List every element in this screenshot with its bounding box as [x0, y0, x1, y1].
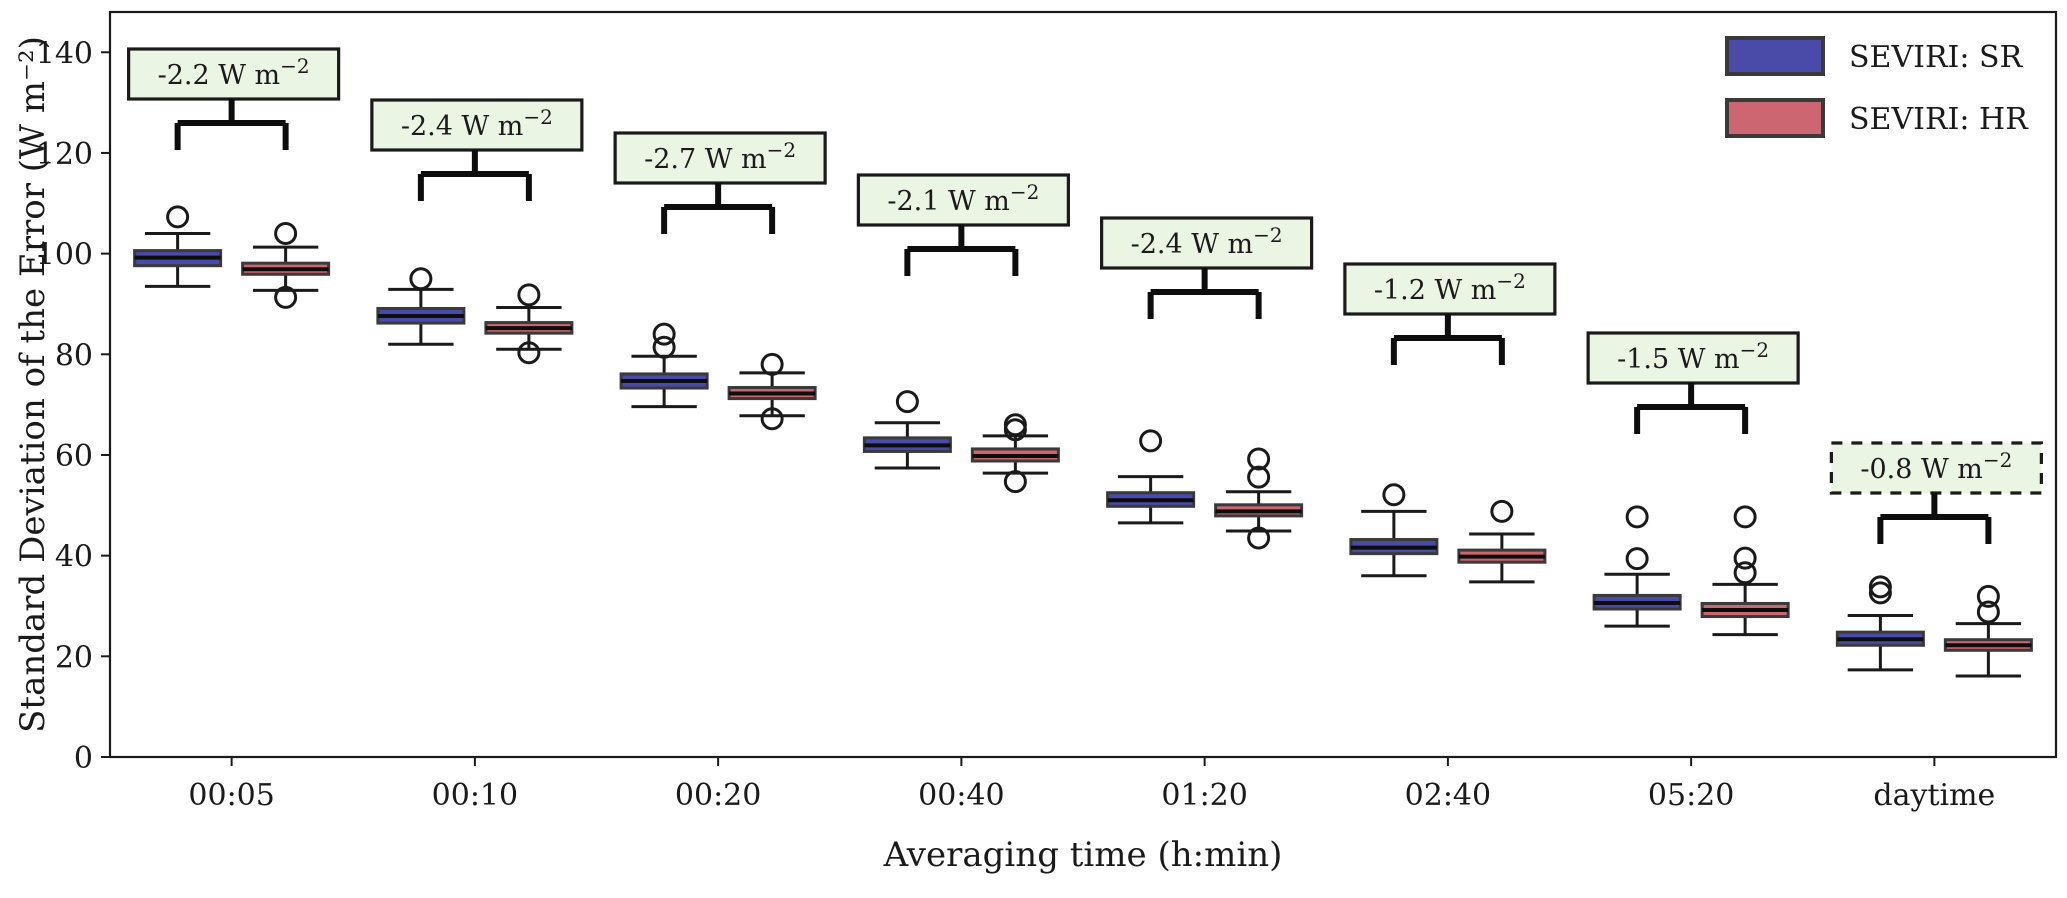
box-SEVIRIHR-02:40: [1457, 499, 1547, 584]
annotation-box: [613, 131, 827, 185]
x-tick-label: 05:20: [1648, 778, 1734, 813]
box-SEVIRIHR-05:20: [1700, 505, 1790, 637]
outlier-marker: [1625, 505, 1649, 529]
annotation-label: -2.2 W m−2: [158, 54, 310, 91]
y-tick-label: 0: [74, 741, 93, 776]
x-tick-label: 02:40: [1405, 778, 1491, 813]
x-tick-label: 00:05: [188, 778, 274, 813]
outlier-marker: [1625, 547, 1649, 571]
box-SEVIRISR-00:05: [133, 205, 223, 288]
y-tick-label: 60: [55, 439, 93, 474]
y-tick-label: 40: [55, 540, 93, 575]
outlier-marker: [274, 221, 298, 245]
y-tick-label: 20: [55, 640, 93, 675]
annotation-label: -2.4 W m−2: [401, 105, 553, 142]
annotation-box: [1100, 216, 1314, 270]
outlier-marker: [1247, 447, 1271, 471]
outlier-marker: [652, 335, 676, 359]
outlier-marker: [1733, 546, 1757, 570]
outlier-marker: [1247, 526, 1271, 550]
outlier-marker: [517, 341, 541, 365]
outlier-marker: [1976, 600, 2000, 624]
outlier-marker: [895, 390, 919, 414]
annotation-label: -1.5 W m−2: [1617, 338, 1769, 375]
box-SEVIRISR-05:20: [1592, 505, 1682, 628]
box-SEVIRIHR-01:20: [1214, 447, 1304, 550]
box-SEVIRIHR-00:10: [484, 283, 574, 365]
box-SEVIRISR-02:40: [1349, 483, 1439, 578]
box-SEVIRIHR-00:20: [727, 352, 817, 431]
outlier-marker: [1247, 465, 1271, 489]
annotation-label: -1.2 W m−2: [1374, 269, 1526, 306]
outlier-marker: [1490, 499, 1514, 523]
box-SEVIRISR-00:40: [862, 390, 952, 470]
box-SEVIRIHR-00:05: [241, 221, 331, 309]
annotation-box: [1343, 262, 1557, 316]
legend-label: SEVIRI: SR: [1849, 40, 2024, 75]
outlier-marker: [1382, 483, 1406, 507]
legend-swatch-hr: [1725, 98, 1825, 138]
box-SEVIRISR-00:10: [376, 267, 466, 346]
outlier-marker: [1139, 429, 1163, 453]
outlier-marker: [1976, 584, 2000, 608]
x-tick-label: 00:10: [432, 778, 518, 813]
y-tick-label: 120: [36, 137, 93, 172]
box-SEVIRISR-01:20: [1106, 429, 1196, 525]
annotation-box: [1586, 331, 1800, 385]
outlier-marker: [760, 407, 784, 431]
outlier-marker: [1003, 470, 1027, 494]
y-tick-label: 140: [36, 36, 93, 71]
legend-label: SEVIRI: HR: [1849, 102, 2029, 137]
box-SEVIRIHR-00:40: [970, 413, 1060, 494]
box-SEVIRIHR-daytime: [1943, 584, 2033, 678]
box-SEVIRISR-daytime: [1835, 575, 1925, 672]
outlier-marker: [166, 205, 190, 229]
outlier-marker: [1868, 575, 1892, 599]
annotation-label: -2.1 W m−2: [887, 180, 1039, 217]
outlier-marker: [517, 283, 541, 307]
y-tick-label: 100: [36, 238, 93, 273]
x-tick-label: 00:20: [675, 778, 761, 813]
x-axis-title: Averaging time (h:min): [883, 835, 1283, 875]
outlier-marker: [1868, 581, 1892, 605]
outlier-marker: [760, 352, 784, 376]
legend-swatch-sr: [1725, 36, 1825, 76]
annotation-box: [370, 98, 584, 152]
outlier-marker: [1733, 561, 1757, 585]
box-SEVIRISR-00:20: [619, 322, 709, 409]
x-tick-label: 00:40: [918, 778, 1004, 813]
outlier-marker: [652, 322, 676, 346]
annotation-label: -2.7 W m−2: [644, 138, 796, 175]
annotation-box: [1829, 441, 2043, 495]
outlier-marker: [274, 285, 298, 309]
y-tick-label: 80: [55, 338, 93, 373]
annotation-label: -2.4 W m−2: [1131, 223, 1283, 260]
annotation-label: -0.8 W m−2: [1860, 448, 2012, 485]
x-tick-label: daytime: [1873, 778, 1995, 813]
y-axis-title: Standard Deviation of the Error (W m⁻²): [13, 36, 53, 733]
outlier-marker: [409, 267, 433, 291]
outlier-marker: [1003, 413, 1027, 437]
x-tick-label: 01:20: [1161, 778, 1247, 813]
outlier-marker: [1733, 505, 1757, 529]
